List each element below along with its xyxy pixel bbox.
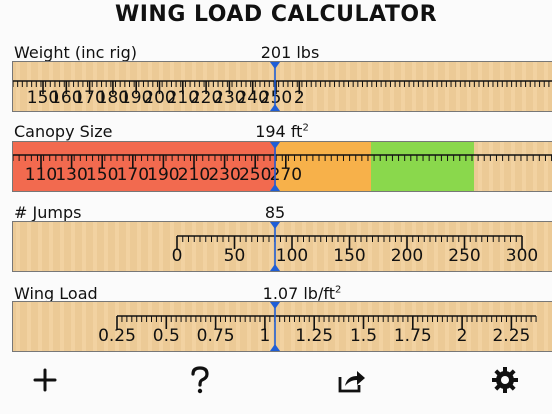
canopy-size-label: Canopy Size	[14, 122, 113, 141]
weight-tick-label: 210	[167, 88, 199, 108]
canopy-tick-label: 170	[117, 165, 149, 185]
weight-tick-label: 170	[73, 88, 105, 108]
wing-load-value: 1.07 lb/ft2	[262, 284, 342, 303]
wingload-tick-label: 1.75	[394, 326, 432, 346]
weight-tick-label: 150	[27, 88, 59, 108]
jumps-value: 85	[264, 203, 286, 222]
plus-icon[interactable]	[29, 364, 61, 396]
weight-value: 201 lbs	[260, 43, 320, 62]
weight-tick-label: 160	[50, 88, 82, 108]
canopy-tick-label: 150	[86, 165, 118, 185]
jumps-indicator-top	[270, 222, 280, 229]
wing-load-label: Wing Load	[14, 284, 98, 303]
canopy-zone	[13, 142, 276, 191]
weight-tick-label: 180	[97, 88, 129, 108]
jumps-ruler[interactable]: 0 50 100 150 200 250 300	[12, 221, 552, 272]
canopy-tick-label: 210	[178, 165, 210, 185]
canopy-indicator-top	[270, 142, 280, 149]
canopy-tick-label: 110	[25, 165, 57, 185]
app-title: WING LOAD CALCULATOR	[114, 2, 438, 27]
wingload-tick-label: 1.5	[350, 326, 377, 346]
jumps-tick-label: 150	[333, 246, 365, 266]
canopy-size-value: 194 ft2	[255, 122, 309, 141]
wing-load-ruler[interactable]: 0.25 0.5 0.75 1 1.25 1.5 1.75 2 2.25	[12, 301, 552, 352]
canopy-tick-label: 270	[270, 165, 302, 185]
wing-load-scale[interactable]: 0.25 0.5 0.75 1 1.25 1.5 1.75 2 2.25	[13, 302, 552, 351]
canopy-zone	[276, 142, 371, 191]
weight-tick-label: 190	[120, 88, 152, 108]
gear-icon[interactable]	[489, 364, 521, 396]
wingload-tick-label: 1.25	[295, 326, 333, 346]
wingload-indicator-bottom	[270, 344, 280, 351]
share-icon[interactable]	[336, 364, 368, 396]
weight-indicator-bottom	[270, 104, 280, 111]
weight-label: Weight (inc rig)	[14, 43, 137, 62]
jumps-scale[interactable]: 0 50 100 150 200 250 300	[13, 222, 552, 271]
jumps-tick-label: 100	[276, 246, 308, 266]
weight-tick-label: 200	[143, 88, 175, 108]
wingload-tick-label: 0.5	[153, 326, 180, 346]
jumps-indicator-bottom	[270, 264, 280, 271]
canopy-tick-label: 130	[55, 165, 87, 185]
weight-tick-label: 230	[213, 88, 245, 108]
jumps-label: # Jumps	[14, 203, 82, 222]
wingload-tick-label: 2	[457, 326, 468, 346]
wingload-tick-label: 1	[259, 326, 270, 346]
wingload-indicator-top	[270, 302, 280, 309]
weight-ruler[interactable]: 150 160 170 180 190 200 210 220 230 240 250 2	[12, 61, 552, 112]
weight-tick-label: 250	[260, 88, 292, 108]
weight-tick-label: 2	[294, 88, 305, 108]
jumps-tick-label: 0	[172, 246, 183, 266]
wingload-tick-label: 0.75	[197, 326, 235, 346]
jumps-tick-label: 300	[506, 246, 538, 266]
wingload-tick-label: 0.25	[98, 326, 136, 346]
question-icon[interactable]	[184, 364, 216, 396]
canopy-ruler[interactable]: 110 130 150 170 190 210 230 250 270	[12, 141, 552, 192]
jumps-tick-label: 250	[448, 246, 480, 266]
weight-tick-label: 220	[190, 88, 222, 108]
jumps-tick-label: 50	[224, 246, 246, 266]
weight-indicator-top	[270, 62, 280, 69]
canopy-tick-label: 190	[147, 165, 179, 185]
canopy-tick-label: 250	[239, 165, 271, 185]
canopy-zone	[371, 142, 474, 191]
weight-tick-label: 240	[236, 88, 268, 108]
canopy-indicator-bottom	[270, 184, 280, 191]
canopy-tick-label: 230	[208, 165, 240, 185]
wingload-tick-label: 2.25	[492, 326, 530, 346]
jumps-tick-label: 200	[391, 246, 423, 266]
